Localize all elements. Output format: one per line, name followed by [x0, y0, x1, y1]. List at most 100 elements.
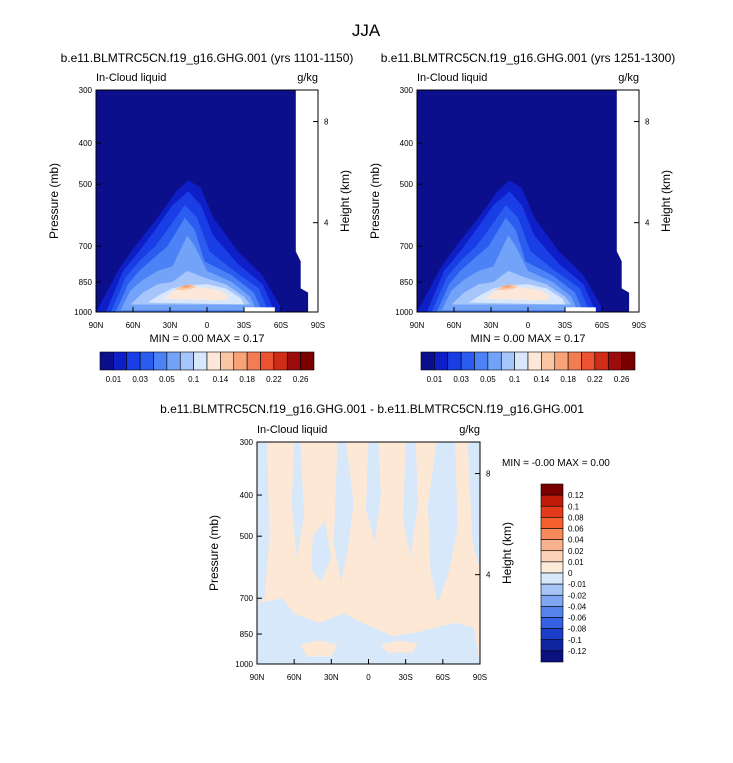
colorbar-label: 0.03: [453, 375, 469, 384]
colorbar-label: 0.22: [266, 375, 282, 384]
colorbar-swatch: [113, 351, 128, 371]
colorbar-swatch: [594, 351, 609, 371]
panel-1: b.e11.BLMTRC5CN.f19_g16.GHG.001 (yrs 110…: [47, 51, 353, 345]
y-tick-label: 500: [400, 180, 414, 189]
x-tick-label: 90S: [311, 321, 325, 330]
colorbar-swatch: [540, 494, 564, 507]
negative-region-6: [403, 442, 419, 558]
colorbar-swatch: [434, 351, 449, 371]
colorbar-swatch: [540, 594, 564, 607]
y-tick-label: 1000: [235, 660, 253, 669]
colorbar-swatch: [540, 561, 564, 574]
colorbar-swatch: [540, 528, 564, 540]
negative-region-5: [366, 442, 381, 544]
colorbar-swatch: [153, 351, 168, 371]
colorbar-label: 0.01: [106, 375, 122, 384]
y2-tick-label: 8: [324, 118, 329, 127]
colorbar-label: -0.08: [568, 625, 587, 634]
panel-2-right-label: g/kg: [618, 72, 639, 84]
colorbar-label: -0.06: [568, 614, 587, 623]
panel-1-left-label: In-Cloud liquid: [96, 72, 166, 84]
y2-tick-label: 4: [486, 571, 491, 580]
x-tick-label: 60N: [447, 321, 462, 330]
colorbar-swatch: [540, 583, 564, 596]
x-tick-label: 90N: [250, 673, 265, 682]
colorbar-swatch: [474, 351, 489, 371]
panel-diff-left-label: In-Cloud liquid: [257, 424, 327, 436]
x-tick-label: 90S: [632, 321, 646, 330]
colorbar-swatch: [540, 505, 564, 518]
x-tick-label: 90N: [89, 321, 104, 330]
panel-1-right-label: g/kg: [297, 72, 318, 84]
contour-level-10: [500, 285, 514, 288]
x-tick-label: 60S: [436, 673, 450, 682]
panel-2-stats: MIN = 0.00 MAX = 0.17: [471, 333, 586, 345]
colorbar-label: 0.12: [568, 491, 584, 500]
colorbar-label: -0.01: [568, 580, 587, 589]
y-tick-label: 500: [79, 180, 93, 189]
negative-region-7: [428, 442, 458, 604]
x-tick-label: 60N: [126, 321, 141, 330]
contour-level-8: [163, 287, 230, 301]
colorbar-label: -0.1: [568, 636, 582, 645]
colorbar-1: 0.01 0.03 0.05 0.1 0.14 0.18 0.22 0.26: [99, 351, 315, 384]
x-tick-label: 0: [205, 321, 210, 330]
colorbar-swatch: [99, 351, 114, 371]
missing-region: [616, 90, 639, 312]
colorbar-swatch: [540, 617, 564, 629]
panel-1-y2label: Height (km): [338, 170, 352, 232]
panel-2-title: b.e11.BLMTRC5CN.f19_g16.GHG.001 (yrs 125…: [381, 51, 676, 65]
colorbar-swatch: [540, 483, 564, 496]
panel-1-title: b.e11.BLMTRC5CN.f19_g16.GHG.001 (yrs 110…: [61, 51, 354, 65]
panel-2-y2label: Height (km): [659, 170, 673, 232]
panel-1-stats: MIN = 0.00 MAX = 0.17: [150, 333, 265, 345]
colorbar-swatch: [260, 351, 275, 371]
colorbar-label: 0.01: [568, 558, 584, 567]
contour-level-10: [179, 285, 193, 288]
negative-region-3: [291, 442, 305, 558]
colorbar-swatch: [487, 351, 502, 371]
colorbar-swatch: [179, 351, 194, 371]
colorbar-label: 0.26: [293, 375, 309, 384]
y-tick-label: 1000: [74, 308, 92, 317]
colorbar-swatch: [233, 351, 248, 371]
colorbar-swatch: [527, 351, 542, 371]
colorbar-swatch: [300, 351, 315, 371]
negative-region-9: [311, 520, 332, 582]
colorbar-label: 0.06: [568, 525, 584, 534]
colorbar-label: 0.22: [587, 375, 603, 384]
x-tick-label: 30S: [558, 321, 572, 330]
colorbar-label: 0.26: [614, 375, 630, 384]
panel-2-left-label: In-Cloud liquid: [417, 72, 487, 84]
x-tick-label: 30N: [484, 321, 499, 330]
panel-2-field: [417, 90, 639, 312]
colorbar-swatch: [220, 351, 235, 371]
colorbar-label: 0.1: [188, 375, 200, 384]
panel-2: b.e11.BLMTRC5CN.f19_g16.GHG.001 (yrs 125…: [368, 51, 675, 345]
colorbar-swatch: [206, 351, 221, 371]
colorbar-label: 0.14: [213, 375, 229, 384]
colorbar-label: 0.04: [568, 536, 584, 545]
colorbar-swatch: [540, 606, 564, 618]
panel-1-ylabel: Pressure (mb): [47, 163, 61, 239]
colorbar-2: 0.01 0.03 0.05 0.1 0.14 0.18 0.22 0.26: [420, 351, 636, 384]
y-tick-label: 400: [240, 491, 254, 500]
y-tick-label: 700: [79, 242, 93, 251]
x-tick-label: 30N: [324, 673, 339, 682]
negative-region-4: [333, 442, 354, 582]
colorbar-swatch: [286, 351, 301, 371]
missing-region: [295, 90, 318, 312]
y2-tick-label: 4: [645, 219, 650, 228]
colorbar-swatch: [447, 351, 462, 371]
panel-2-ylabel: Pressure (mb): [368, 163, 382, 239]
panel-3-field: [257, 442, 480, 664]
y-tick-label: 850: [79, 278, 93, 287]
y2-tick-label: 8: [486, 470, 491, 479]
colorbar-swatch: [621, 351, 636, 371]
colorbar-swatch: [273, 351, 288, 371]
colorbar-label: 0.02: [568, 547, 584, 556]
positive-region-2: [380, 640, 419, 653]
y-tick-label: 850: [400, 278, 414, 287]
